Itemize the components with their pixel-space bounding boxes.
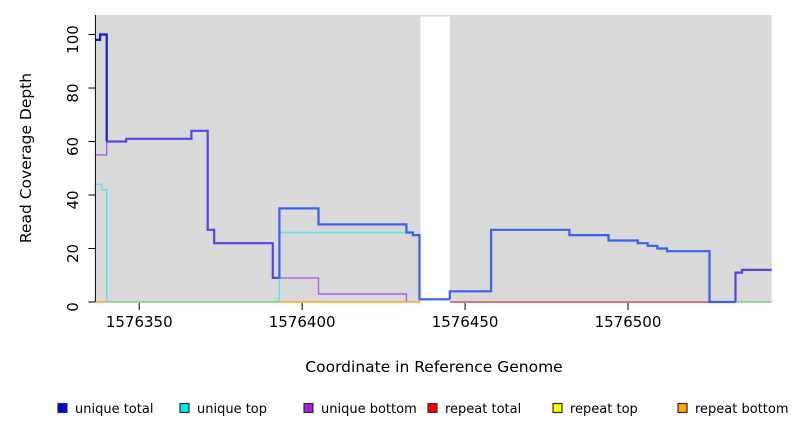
legend-label-unique-top: unique top: [197, 402, 267, 417]
legend-swatch-repeat-bottom: [677, 402, 688, 414]
legend-swatch-repeat-total: [427, 402, 438, 414]
y-tick-label: 100: [64, 25, 82, 54]
legend-swatch-repeat-top: [552, 402, 563, 414]
y-tick-label: 80: [64, 83, 82, 102]
series-unique-total-left-plateau: [106, 129, 280, 279]
series-unique-bottom-mid: [279, 277, 408, 302]
series-unique-total-tail: [734, 268, 772, 302]
series-unique-total-start: [95, 33, 108, 142]
series-unique-total-right: [448, 228, 736, 304]
y-axis-title: Read Coverage Depth: [17, 73, 35, 243]
legend-label-unique-bottom: unique bottom: [321, 402, 417, 417]
legend-swatch-unique-top: [179, 402, 190, 414]
legend-swatch-unique-bottom: [303, 402, 314, 414]
y-tick-label: 40: [64, 190, 82, 209]
series-unique-bottom-left: [95, 141, 108, 156]
x-tick-label: 1576350: [106, 313, 173, 331]
x-axis-title: Coordinate in Reference Genome: [305, 358, 562, 376]
masked-region: [420, 16, 450, 302]
legend-swatch-unique-total: [57, 402, 68, 414]
legend-label-repeat-top: repeat top: [570, 402, 638, 417]
series-unique-top-left: [95, 183, 108, 302]
y-tick-label: 20: [64, 244, 82, 263]
y-tick-label: 0: [64, 302, 82, 312]
x-tick-label: 1576500: [595, 313, 662, 331]
x-tick-label: 1576400: [269, 313, 336, 331]
y-tick-label: 60: [64, 137, 82, 156]
legend-label-repeat-total: repeat total: [445, 402, 521, 417]
series-unique-total-mid: [278, 207, 450, 301]
x-tick-label: 1576450: [432, 313, 499, 331]
legend-label-repeat-bottom: repeat bottom: [695, 402, 789, 417]
legend-label-unique-total: unique total: [75, 402, 153, 417]
